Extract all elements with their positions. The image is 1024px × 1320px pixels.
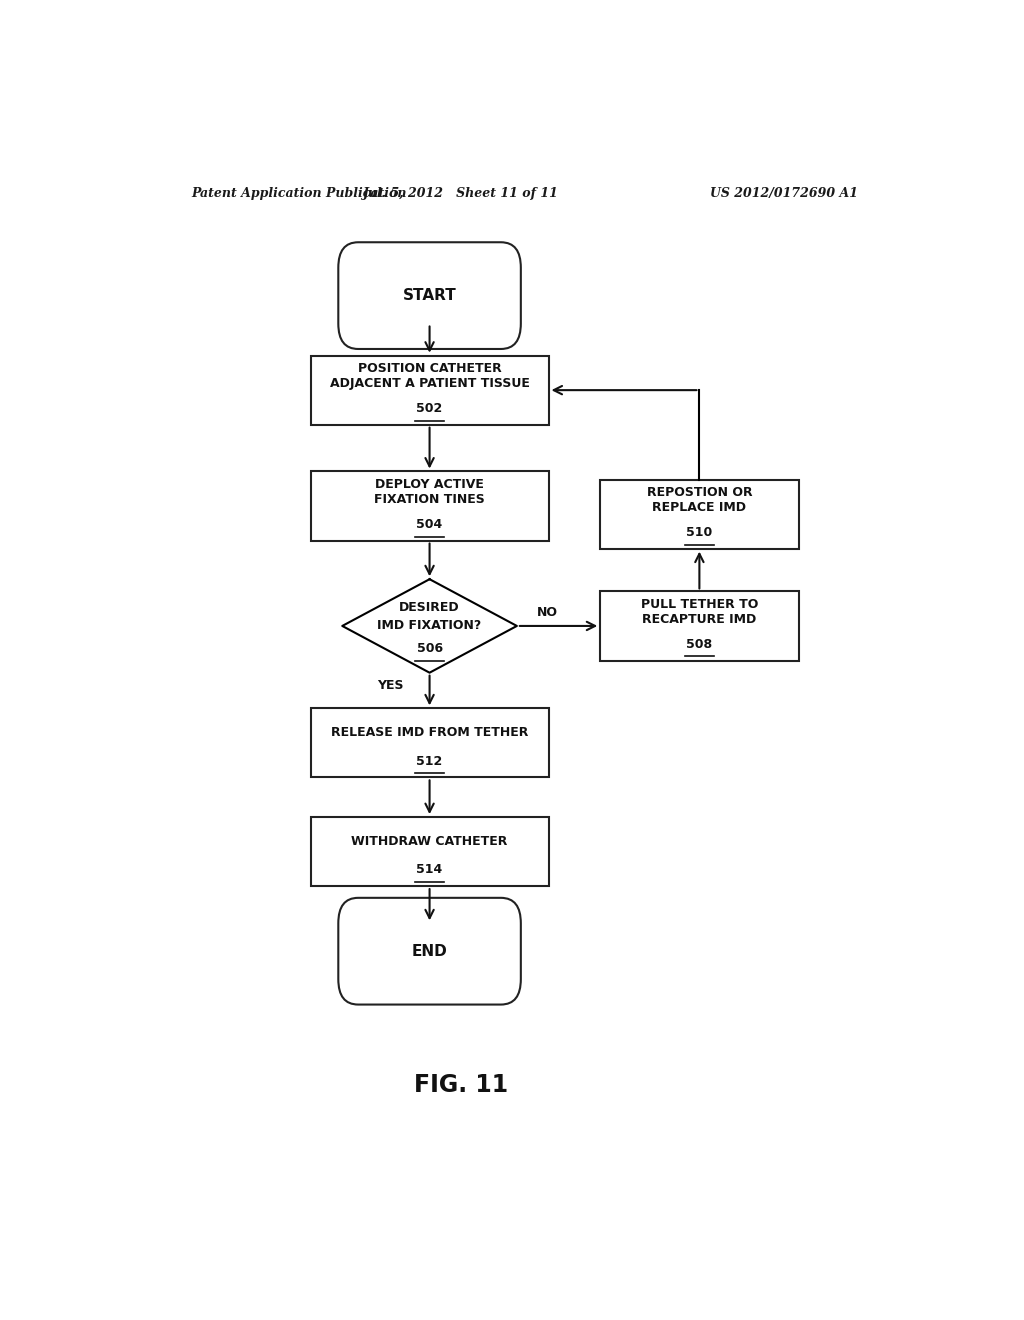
Bar (310, 471, 549, 541)
Text: RELEASE IMD FROM TETHER: RELEASE IMD FROM TETHER (331, 726, 528, 739)
Text: 508: 508 (686, 638, 713, 651)
Text: START: START (402, 288, 457, 304)
FancyBboxPatch shape (338, 898, 521, 1005)
Bar (310, 817, 549, 886)
Text: Patent Application Publication: Patent Application Publication (191, 187, 407, 201)
Text: WITHDRAW CATHETER: WITHDRAW CATHETER (351, 836, 508, 847)
Bar (310, 709, 549, 777)
Text: 510: 510 (686, 525, 713, 539)
Text: 506: 506 (417, 642, 442, 655)
Text: NO: NO (537, 606, 557, 619)
Polygon shape (342, 579, 517, 673)
Text: 502: 502 (417, 401, 442, 414)
Text: END: END (412, 944, 447, 958)
Text: DESIRED: DESIRED (399, 601, 460, 614)
Bar (310, 355, 549, 425)
Text: Jul. 5, 2012   Sheet 11 of 11: Jul. 5, 2012 Sheet 11 of 11 (364, 187, 559, 201)
Text: PULL TETHER TO
RECAPTURE IMD: PULL TETHER TO RECAPTURE IMD (641, 598, 758, 626)
Text: 514: 514 (417, 863, 442, 876)
Text: REPOSTION OR
REPLACE IMD: REPOSTION OR REPLACE IMD (646, 486, 753, 513)
Text: US 2012/0172690 A1: US 2012/0172690 A1 (710, 187, 858, 201)
Text: YES: YES (377, 680, 403, 693)
Text: IMD FIXATION?: IMD FIXATION? (378, 619, 481, 632)
Text: DEPLOY ACTIVE
FIXATION TINES: DEPLOY ACTIVE FIXATION TINES (374, 478, 485, 506)
Bar (600, 479, 799, 549)
FancyBboxPatch shape (338, 243, 521, 348)
Text: POSITION CATHETER
ADJACENT A PATIENT TISSUE: POSITION CATHETER ADJACENT A PATIENT TIS… (330, 362, 529, 389)
Text: FIG. 11: FIG. 11 (415, 1073, 508, 1097)
Text: 512: 512 (417, 755, 442, 768)
Text: 504: 504 (417, 517, 442, 531)
Bar (600, 591, 799, 660)
